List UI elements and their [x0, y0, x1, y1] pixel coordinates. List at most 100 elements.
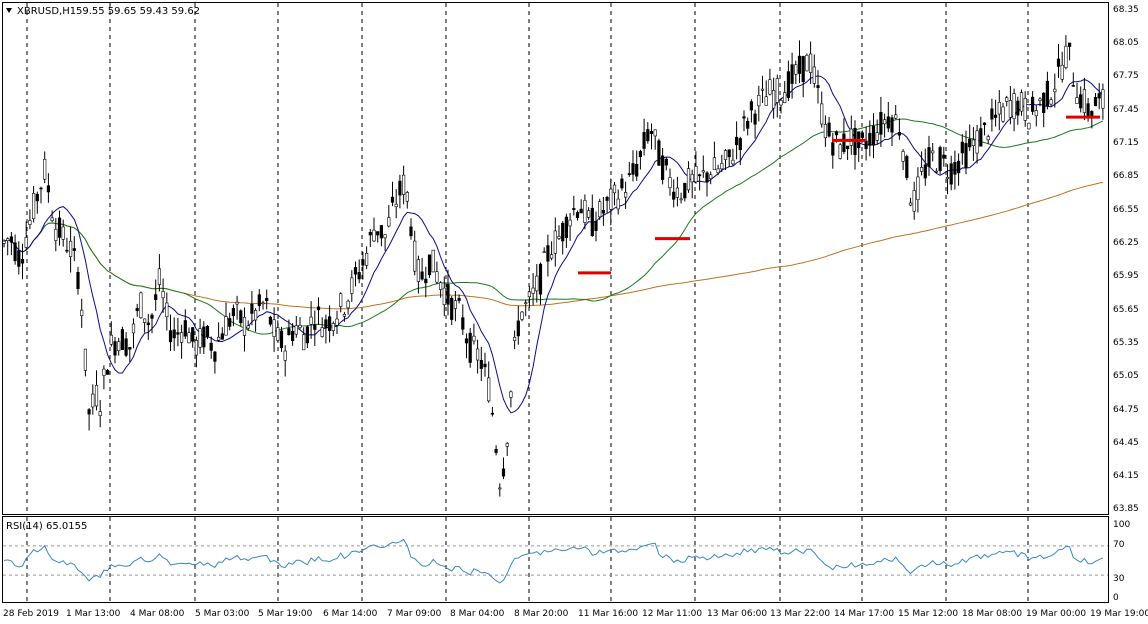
- vertical-grid: [26, 3, 1029, 602]
- candle-body: [620, 178, 624, 189]
- candle-body: [65, 249, 69, 252]
- candle-body: [2, 240, 6, 244]
- candle-body: [986, 136, 990, 141]
- candle-body: [1068, 42, 1072, 47]
- candle-body: [398, 180, 402, 196]
- candle-body: [94, 384, 99, 407]
- candle-body: [675, 187, 679, 198]
- candle-body: [875, 132, 879, 141]
- candle-body: [1027, 122, 1031, 130]
- time-tick: 12 Mar 11:00: [642, 609, 702, 619]
- candle-body: [712, 157, 716, 171]
- candle-body: [357, 272, 361, 280]
- candle-body: [305, 326, 310, 344]
- candle-body: [176, 332, 180, 335]
- candle-body: [372, 229, 376, 242]
- collapse-triangle-icon[interactable]: [6, 8, 12, 13]
- candle-body: [1060, 64, 1064, 80]
- candle-body: [254, 310, 258, 321]
- candle-body: [475, 348, 480, 361]
- rsi-panel-frame: [2, 516, 1109, 603]
- candle-body: [801, 56, 805, 83]
- candle-body: [109, 334, 113, 345]
- time-tick: 4 Mar 08:00: [130, 609, 185, 619]
- candle-body: [302, 334, 306, 351]
- candle-body: [572, 208, 576, 210]
- time-tick: 8 Mar 20:00: [514, 609, 569, 619]
- candle-body: [1034, 110, 1038, 117]
- candle-body: [83, 348, 87, 371]
- candle-body: [1001, 106, 1005, 122]
- candle-body: [346, 300, 350, 309]
- candle-body: [279, 330, 284, 349]
- candle-body: [327, 316, 332, 332]
- candle-body: [413, 240, 417, 272]
- candle-body: [697, 174, 702, 177]
- candle-body: [849, 128, 853, 146]
- candle-body: [908, 202, 913, 206]
- candle-body: [990, 108, 994, 120]
- candle-body: [150, 314, 154, 319]
- candle-body: [912, 190, 916, 212]
- candle-body: [154, 294, 158, 300]
- time-tick: 5 Mar 03:00: [195, 609, 250, 619]
- candle-body: [272, 319, 276, 337]
- candle-body: [61, 226, 65, 240]
- candle-body: [653, 129, 657, 137]
- moving-averages: [3, 75, 1104, 414]
- candle-body: [390, 196, 395, 203]
- time-tick: 5 Mar 19:00: [258, 609, 313, 619]
- candle-body: [87, 409, 91, 415]
- candle-body: [927, 147, 931, 167]
- candle-body: [276, 327, 280, 341]
- candle-body: [80, 309, 84, 316]
- candle-body: [20, 259, 25, 264]
- candle-body: [194, 340, 199, 356]
- candle-body: [1082, 89, 1086, 113]
- candle-body: [775, 78, 779, 103]
- candle-body: [827, 122, 831, 137]
- candle-body: [1045, 80, 1049, 107]
- candle-body: [128, 347, 132, 350]
- candle-body: [431, 249, 435, 273]
- candle-body: [701, 170, 705, 173]
- candle-body: [797, 55, 802, 74]
- candle-body: [564, 216, 568, 238]
- candle-body: [135, 308, 139, 312]
- candle-body: [54, 228, 58, 241]
- time-tick: 1 Mar 13:00: [66, 609, 121, 619]
- candle-body: [43, 158, 47, 180]
- candle-body: [1079, 94, 1083, 109]
- rsi-level-lines: [3, 545, 1108, 576]
- candle-body: [339, 293, 343, 307]
- candle-body: [324, 319, 328, 329]
- candle-body: [575, 212, 580, 218]
- candle-body: [568, 219, 572, 227]
- rsi-tick-0: 0: [1113, 593, 1119, 603]
- candle-body: [764, 96, 768, 106]
- candle-body: [805, 54, 809, 72]
- candle-body: [268, 316, 273, 325]
- candle-body: [542, 251, 546, 254]
- time-tick: 15 Mar 12:00: [898, 609, 958, 619]
- candle-body: [945, 176, 950, 180]
- candle-body: [335, 318, 339, 326]
- candle-body: [316, 306, 321, 311]
- candle-body: [997, 101, 1001, 115]
- candle-body: [394, 203, 398, 208]
- candle-body: [1008, 100, 1012, 118]
- candle-body: [664, 158, 668, 166]
- candle-body: [905, 156, 909, 178]
- price-tick: 65.05: [1113, 371, 1139, 381]
- candle-body: [290, 330, 295, 341]
- candle-body: [786, 71, 790, 98]
- candle-body: [919, 167, 924, 172]
- candle-body: [420, 271, 424, 280]
- candle-body: [993, 114, 998, 118]
- candle-body: [438, 282, 443, 290]
- candle-body: [601, 209, 605, 214]
- candle-body: [616, 198, 620, 210]
- time-tick: 8 Mar 04:00: [450, 609, 505, 619]
- candle-body: [283, 350, 287, 361]
